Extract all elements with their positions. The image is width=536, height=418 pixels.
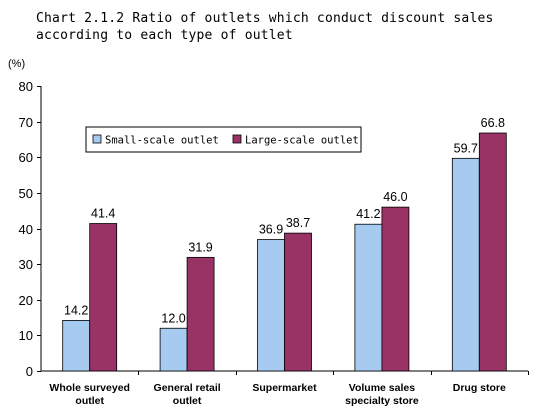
legend-swatch	[232, 134, 242, 144]
data-label: 36.9	[259, 223, 283, 237]
bar	[284, 232, 312, 372]
legend-swatch	[92, 134, 102, 144]
bar	[186, 256, 215, 372]
data-label: 41.4	[91, 207, 115, 221]
legend: Small-scale outlet Large-scale outlet	[85, 126, 362, 153]
legend-box	[85, 126, 362, 153]
y-tick-label: 80	[19, 79, 33, 94]
y-tick-label: 60	[19, 150, 33, 165]
data-label: 59.7	[454, 141, 478, 155]
chart-title: Chart 2.1.2 Ratio of outlets which condu…	[36, 10, 494, 44]
x-tick-label: General retail	[154, 382, 221, 394]
y-tick-label: 30	[19, 257, 33, 272]
x-tick-label: outlet	[75, 395, 104, 407]
x-tick-label: specialty store	[345, 395, 419, 407]
chart-title-line-1: Chart 2.1.2 Ratio of outlets which condu…	[36, 11, 494, 26]
y-tick-label: 40	[19, 222, 33, 237]
y-tick-label: 0	[26, 364, 33, 379]
x-tick-label: Drug store	[453, 382, 506, 394]
x-tick-label: outlet	[173, 395, 202, 407]
data-label: 31.9	[188, 240, 212, 254]
bar	[62, 320, 91, 372]
data-label: 66.8	[481, 116, 505, 130]
bar	[89, 223, 118, 372]
data-label: 14.2	[64, 303, 88, 317]
y-axis-unit-label: (%)	[8, 58, 25, 70]
y-tick-label: 50	[19, 186, 33, 201]
data-label: 46.0	[383, 190, 407, 204]
x-tick-label: Whole surveyed	[49, 382, 130, 394]
legend-label: Small-scale outlet	[105, 135, 219, 147]
y-tick-label: 20	[19, 293, 33, 308]
data-label: 38.7	[286, 216, 310, 230]
bar	[478, 132, 507, 372]
bar	[354, 223, 383, 372]
chart-title-line-2: according to each type of outlet	[36, 28, 293, 43]
x-tick-label: Supermarket	[252, 382, 317, 394]
y-tick-label: 70	[19, 115, 33, 130]
bar	[451, 157, 480, 372]
bars: 14.2 41.4 12.0 31.9 36.9 38.7 41.246.0 59.766.8	[62, 116, 507, 372]
y-tick-label: 10	[19, 328, 33, 343]
x-tick-label: Volume sales	[349, 382, 415, 394]
data-label: 41.2	[356, 207, 380, 221]
bar	[381, 206, 410, 372]
bar	[159, 327, 188, 372]
data-label: 12.0	[161, 311, 185, 325]
legend-label: Large-scale outlet	[245, 135, 359, 147]
bar	[257, 239, 285, 372]
